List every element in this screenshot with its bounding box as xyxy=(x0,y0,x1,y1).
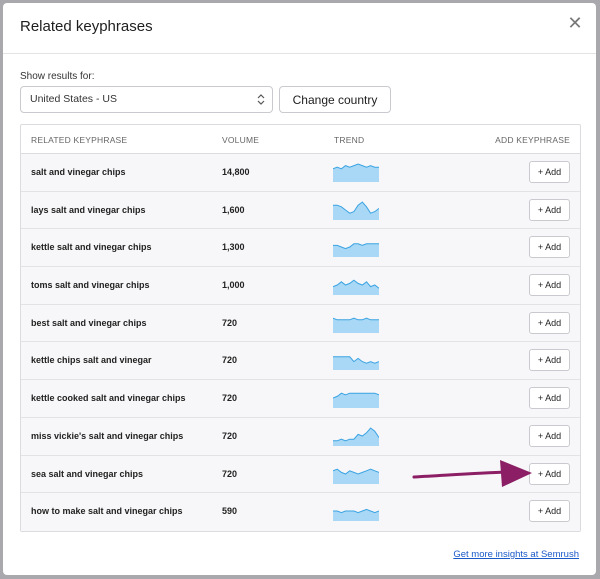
trend-area xyxy=(333,317,379,333)
keyphrase-text: best salt and vinegar chips xyxy=(31,317,147,328)
add-keyphrase-button[interactable]: + Add xyxy=(529,274,570,297)
table-body: salt and vinegar chips 14,800 + Add lays sa… xyxy=(21,154,580,531)
header-trend: TREND xyxy=(334,135,365,145)
volume-value: 590 xyxy=(222,506,238,517)
trend-area xyxy=(333,280,379,296)
trend-area xyxy=(333,509,379,522)
table-row: miss vickie's salt and vinegar chips 720 +… xyxy=(21,417,580,456)
trend-area xyxy=(333,201,379,220)
trend-sparkline xyxy=(333,201,379,220)
volume-value: 1,000 xyxy=(222,280,245,291)
pointer-arrow-annotation xyxy=(412,460,532,487)
trend-area xyxy=(333,244,379,258)
table-row: how to make salt and vinegar chips 590 + A… xyxy=(21,493,580,531)
volume-value: 720 xyxy=(222,317,238,328)
trend-sparkline xyxy=(333,392,379,409)
table-row: best salt and vinegar chips 720 + Add xyxy=(21,304,580,343)
table-row: lays salt and vinegar chips 1,600 + Add xyxy=(21,191,580,230)
semrush-insights-link[interactable]: Get more insights at Semrush xyxy=(453,549,579,560)
trend-sparkline xyxy=(333,356,379,371)
add-keyphrase-button[interactable]: + Add xyxy=(529,349,570,372)
table-header: RELATED KEYPHRASE VOLUME TREND ADD KEYPH… xyxy=(21,125,580,154)
trend-sparkline xyxy=(333,468,379,484)
trend-line xyxy=(333,509,379,514)
trend-sparkline xyxy=(333,427,379,446)
add-keyphrase-button[interactable]: + Add xyxy=(529,198,570,221)
keyphrase-text: miss vickie's salt and vinegar chips xyxy=(31,430,184,441)
add-keyphrase-button[interactable]: + Add xyxy=(529,311,570,334)
volume-value: 720 xyxy=(222,355,238,366)
add-keyphrase-button[interactable]: + Add xyxy=(529,387,570,410)
trend-line xyxy=(333,201,379,214)
trend-line xyxy=(333,468,379,475)
volume-value: 720 xyxy=(222,468,238,479)
add-keyphrase-button[interactable]: + Add xyxy=(529,500,570,523)
trend-area xyxy=(333,357,379,371)
trend-area xyxy=(333,393,379,409)
volume-value: 720 xyxy=(222,430,238,441)
modal-header: Related keyphrases ✕ xyxy=(3,3,596,54)
keyphrase-text: kettle cooked salt and vinegar chips xyxy=(31,393,186,404)
keyphrase-text: lays salt and vinegar chips xyxy=(31,204,146,215)
header-volume: VOLUME xyxy=(222,135,260,145)
table-row: salt and vinegar chips 14,800 + Add xyxy=(21,154,580,192)
trend-line xyxy=(333,427,379,442)
volume-value: 720 xyxy=(222,393,238,404)
country-select[interactable]: United States - US xyxy=(20,86,273,113)
change-country-button[interactable]: Change country xyxy=(279,86,391,113)
trend-sparkline xyxy=(333,509,379,522)
keyphrase-text: kettle salt and vinegar chips xyxy=(31,242,152,253)
trend-area xyxy=(333,468,379,484)
keyphrase-text: sea salt and vinegar chips xyxy=(31,468,144,479)
volume-value: 1,300 xyxy=(222,242,245,253)
close-icon[interactable]: ✕ xyxy=(564,13,586,35)
trend-line xyxy=(333,392,379,399)
country-select-value: United States - US xyxy=(30,93,117,105)
trend-line xyxy=(333,163,379,170)
trend-line xyxy=(333,279,379,289)
table-row: kettle cooked salt and vinegar chips 720 +… xyxy=(21,380,580,418)
keyphrase-text: how to make salt and vinegar chips xyxy=(31,506,183,517)
add-keyphrase-button[interactable]: + Add xyxy=(529,236,570,259)
add-keyphrase-button[interactable]: + Add xyxy=(529,161,570,183)
table-row: kettle salt and vinegar chips 1,300 + Add xyxy=(21,229,580,268)
trend-area xyxy=(333,164,379,182)
header-related-keyphrase: RELATED KEYPHRASE xyxy=(31,135,128,145)
keyphrase-text: toms salt and vinegar chips xyxy=(31,280,150,291)
modal-title: Related keyphrases xyxy=(20,18,153,35)
table-row: kettle chips salt and vinegar 720 + Add xyxy=(21,342,580,381)
volume-value: 14,800 xyxy=(222,167,250,177)
related-keyphrases-modal: Related keyphrases ✕ Show results for: U… xyxy=(3,3,596,575)
trend-line xyxy=(333,243,379,250)
volume-value: 1,600 xyxy=(222,204,245,215)
trend-sparkline xyxy=(333,163,379,182)
header-add-keyphrase: ADD KEYPHRASE xyxy=(495,135,570,145)
keyphrase-text: kettle chips salt and vinegar xyxy=(31,355,152,366)
table-row: toms salt and vinegar chips 1,000 + Add xyxy=(21,267,580,305)
trend-line xyxy=(333,317,379,321)
add-keyphrase-button[interactable]: + Add xyxy=(529,462,570,485)
keyphrase-table: RELATED KEYPHRASE VOLUME TREND ADD KEYPH… xyxy=(20,124,581,532)
trend-sparkline xyxy=(333,317,379,333)
trend-sparkline xyxy=(333,243,379,258)
show-results-label: Show results for: xyxy=(20,71,95,82)
chevron-up-down-icon xyxy=(257,94,265,105)
trend-line xyxy=(333,356,379,365)
add-keyphrase-button[interactable]: + Add xyxy=(529,424,570,447)
keyphrase-text: salt and vinegar chips xyxy=(31,167,126,177)
trend-sparkline xyxy=(333,279,379,296)
